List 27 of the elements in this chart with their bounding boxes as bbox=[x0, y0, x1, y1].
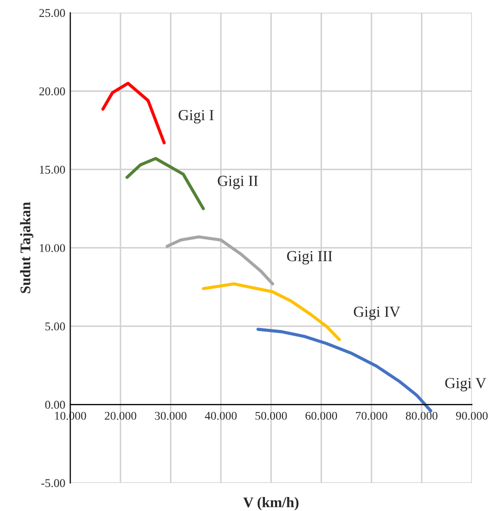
x-tick-label: 60.000 bbox=[306, 412, 338, 420]
series-label: Gigi III bbox=[287, 251, 332, 264]
line-series bbox=[256, 328, 432, 412]
x-tick-label: 80.000 bbox=[406, 412, 438, 420]
y-tick-label: 0.00 bbox=[45, 400, 65, 409]
y-tick-label: 10.00 bbox=[40, 244, 65, 252]
y-tick-label: 15.00 bbox=[40, 166, 65, 174]
x-tick-label: 20.000 bbox=[104, 412, 136, 420]
y-tick-label: 25.00 bbox=[39, 9, 65, 18]
series-label: Gigi V bbox=[445, 378, 486, 392]
line-series bbox=[202, 282, 341, 342]
x-tick-label: 70.000 bbox=[356, 412, 388, 420]
x-tick-label: 30.000 bbox=[155, 412, 186, 420]
series-label: Gigi IV bbox=[354, 306, 400, 320]
line-series bbox=[101, 82, 166, 144]
y-tick-label: 20.00 bbox=[39, 87, 65, 96]
line-series bbox=[166, 235, 274, 286]
series-label: Gigi II bbox=[218, 176, 258, 190]
x-tick-label: 40.000 bbox=[204, 412, 237, 420]
x-tick-label: 50.000 bbox=[256, 412, 287, 420]
series-label: Gigi I bbox=[178, 110, 214, 124]
y-axis-title: Sudut Tajakan bbox=[20, 202, 34, 294]
line-series bbox=[125, 156, 205, 210]
x-axis-title: V (km/h) bbox=[243, 497, 298, 510]
y-tick-label: -5.00 bbox=[41, 479, 65, 488]
y-tick-label: 5.00 bbox=[45, 322, 65, 330]
x-tick-label: 90.000 bbox=[456, 412, 488, 420]
